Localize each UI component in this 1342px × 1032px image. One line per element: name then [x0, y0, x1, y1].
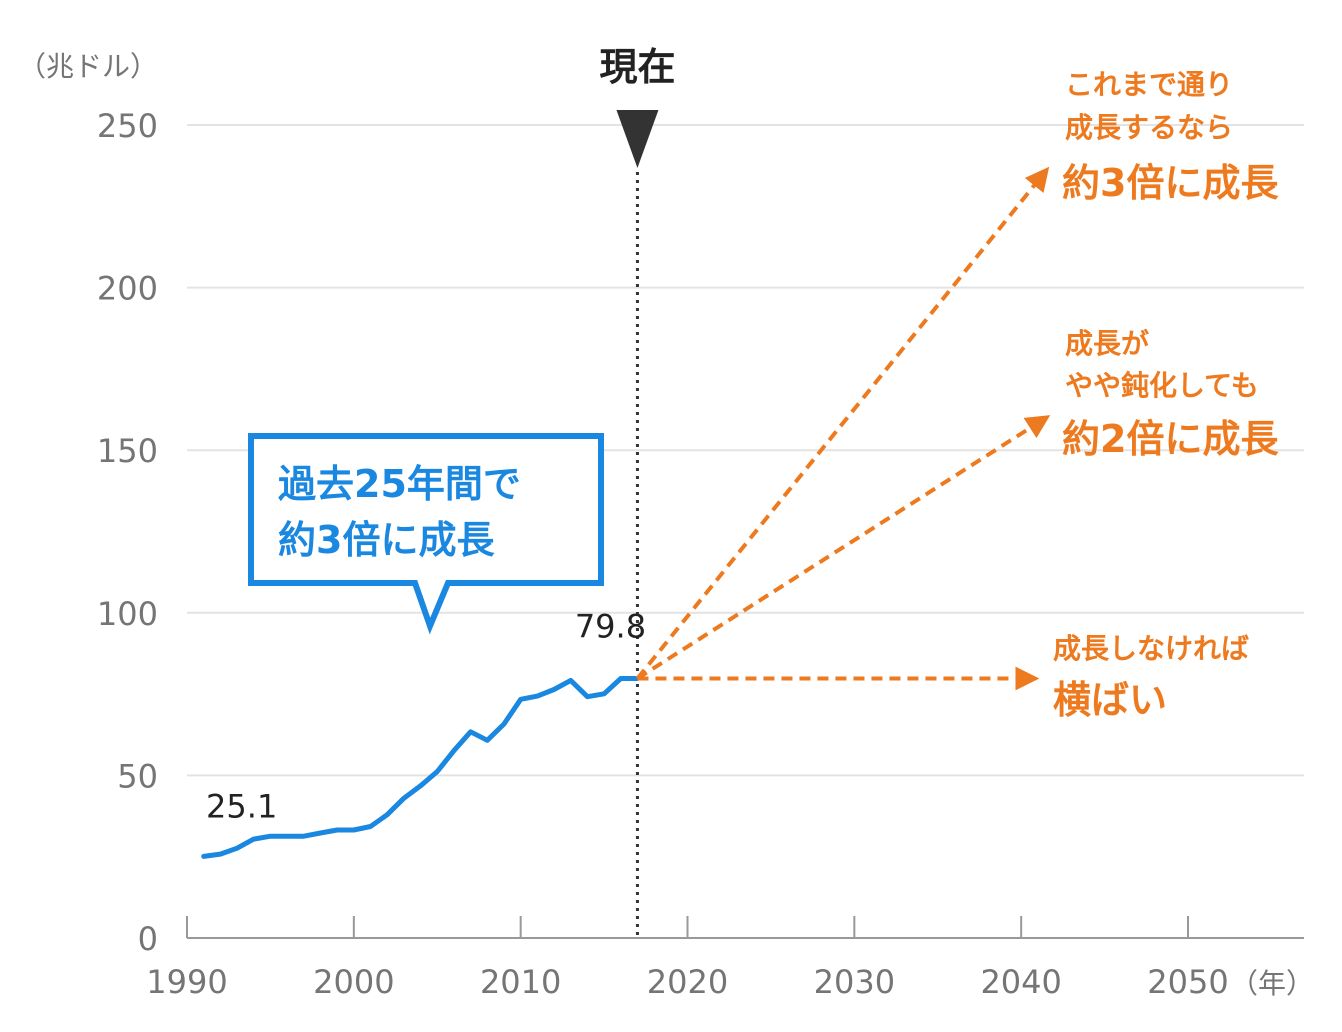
series-line-0: [201, 676, 640, 859]
x-tick-label-2000: 2000: [313, 963, 394, 1001]
projection-arrow-0: [635, 166, 1050, 680]
y-unit-label: （兆ドル）: [18, 50, 158, 83]
projection-label-high: これまで通り 成長するなら 約3倍に成長: [1062, 68, 1279, 205]
projection-arrow-1: [636, 415, 1051, 681]
x-tick-label-2010: 2010: [480, 963, 561, 1001]
y-tick-label-250: 250: [97, 107, 158, 145]
projections: [635, 166, 1051, 691]
projection-high-line-3: 約3倍に成長: [1062, 161, 1279, 205]
projection-mid-line-1: 成長が: [1065, 327, 1149, 360]
data-label-79.8: 79.8: [575, 607, 646, 645]
data-label-25.1: 25.1: [206, 787, 277, 825]
x-tick-label-2030: 2030: [814, 963, 895, 1001]
now-marker: 現在: [599, 45, 675, 938]
axes: [186, 916, 1304, 939]
callout-line-2: 約3倍に成長: [278, 518, 495, 562]
y-tick-label-200: 200: [97, 270, 158, 308]
y-tick-label-150: 150: [97, 432, 158, 470]
projection-flat-line-2: 横ばい: [1053, 678, 1167, 722]
x-tick-label-2040: 2040: [980, 963, 1061, 1001]
now-triangle-icon: [616, 110, 659, 168]
x-tick-labels: 1990 2000 2010 2020 2030 2040 2050: [146, 963, 1228, 1001]
projection-mid-line-2: やや鈍化しても: [1065, 369, 1259, 402]
data-labels: 25.1 79.8: [206, 607, 646, 825]
projection-high-line-2: 成長するなら: [1065, 111, 1233, 144]
projection-label-mid: 成長が やや鈍化しても 約2倍に成長: [1062, 327, 1279, 461]
callout-box: [248, 433, 604, 635]
series: [201, 676, 640, 859]
projection-flat-line-1: 成長しなければ: [1053, 632, 1249, 665]
projection-mid-line-3: 約2倍に成長: [1062, 417, 1279, 461]
projection-high-line-1: これまで通り: [1065, 68, 1233, 101]
callout: 過去25年間で 約3倍に成長: [248, 433, 604, 635]
projection-label-flat: 成長しなければ 横ばい: [1053, 632, 1249, 722]
x-unit-label: （年）: [1230, 967, 1314, 1000]
now-label: 現在: [599, 45, 675, 89]
callout-line-1: 過去25年間で: [278, 462, 521, 506]
x-tick-label-2020: 2020: [647, 963, 728, 1001]
y-tick-label-50: 50: [117, 757, 158, 795]
x-tick-label-2050: 2050: [1147, 963, 1228, 1001]
y-tick-label-0: 0: [138, 920, 158, 958]
y-tick-label-100: 100: [97, 595, 158, 633]
x-tick-label-1990: 1990: [146, 963, 227, 1001]
y-tick-labels: 0 50 100 150 200 250: [97, 107, 158, 958]
